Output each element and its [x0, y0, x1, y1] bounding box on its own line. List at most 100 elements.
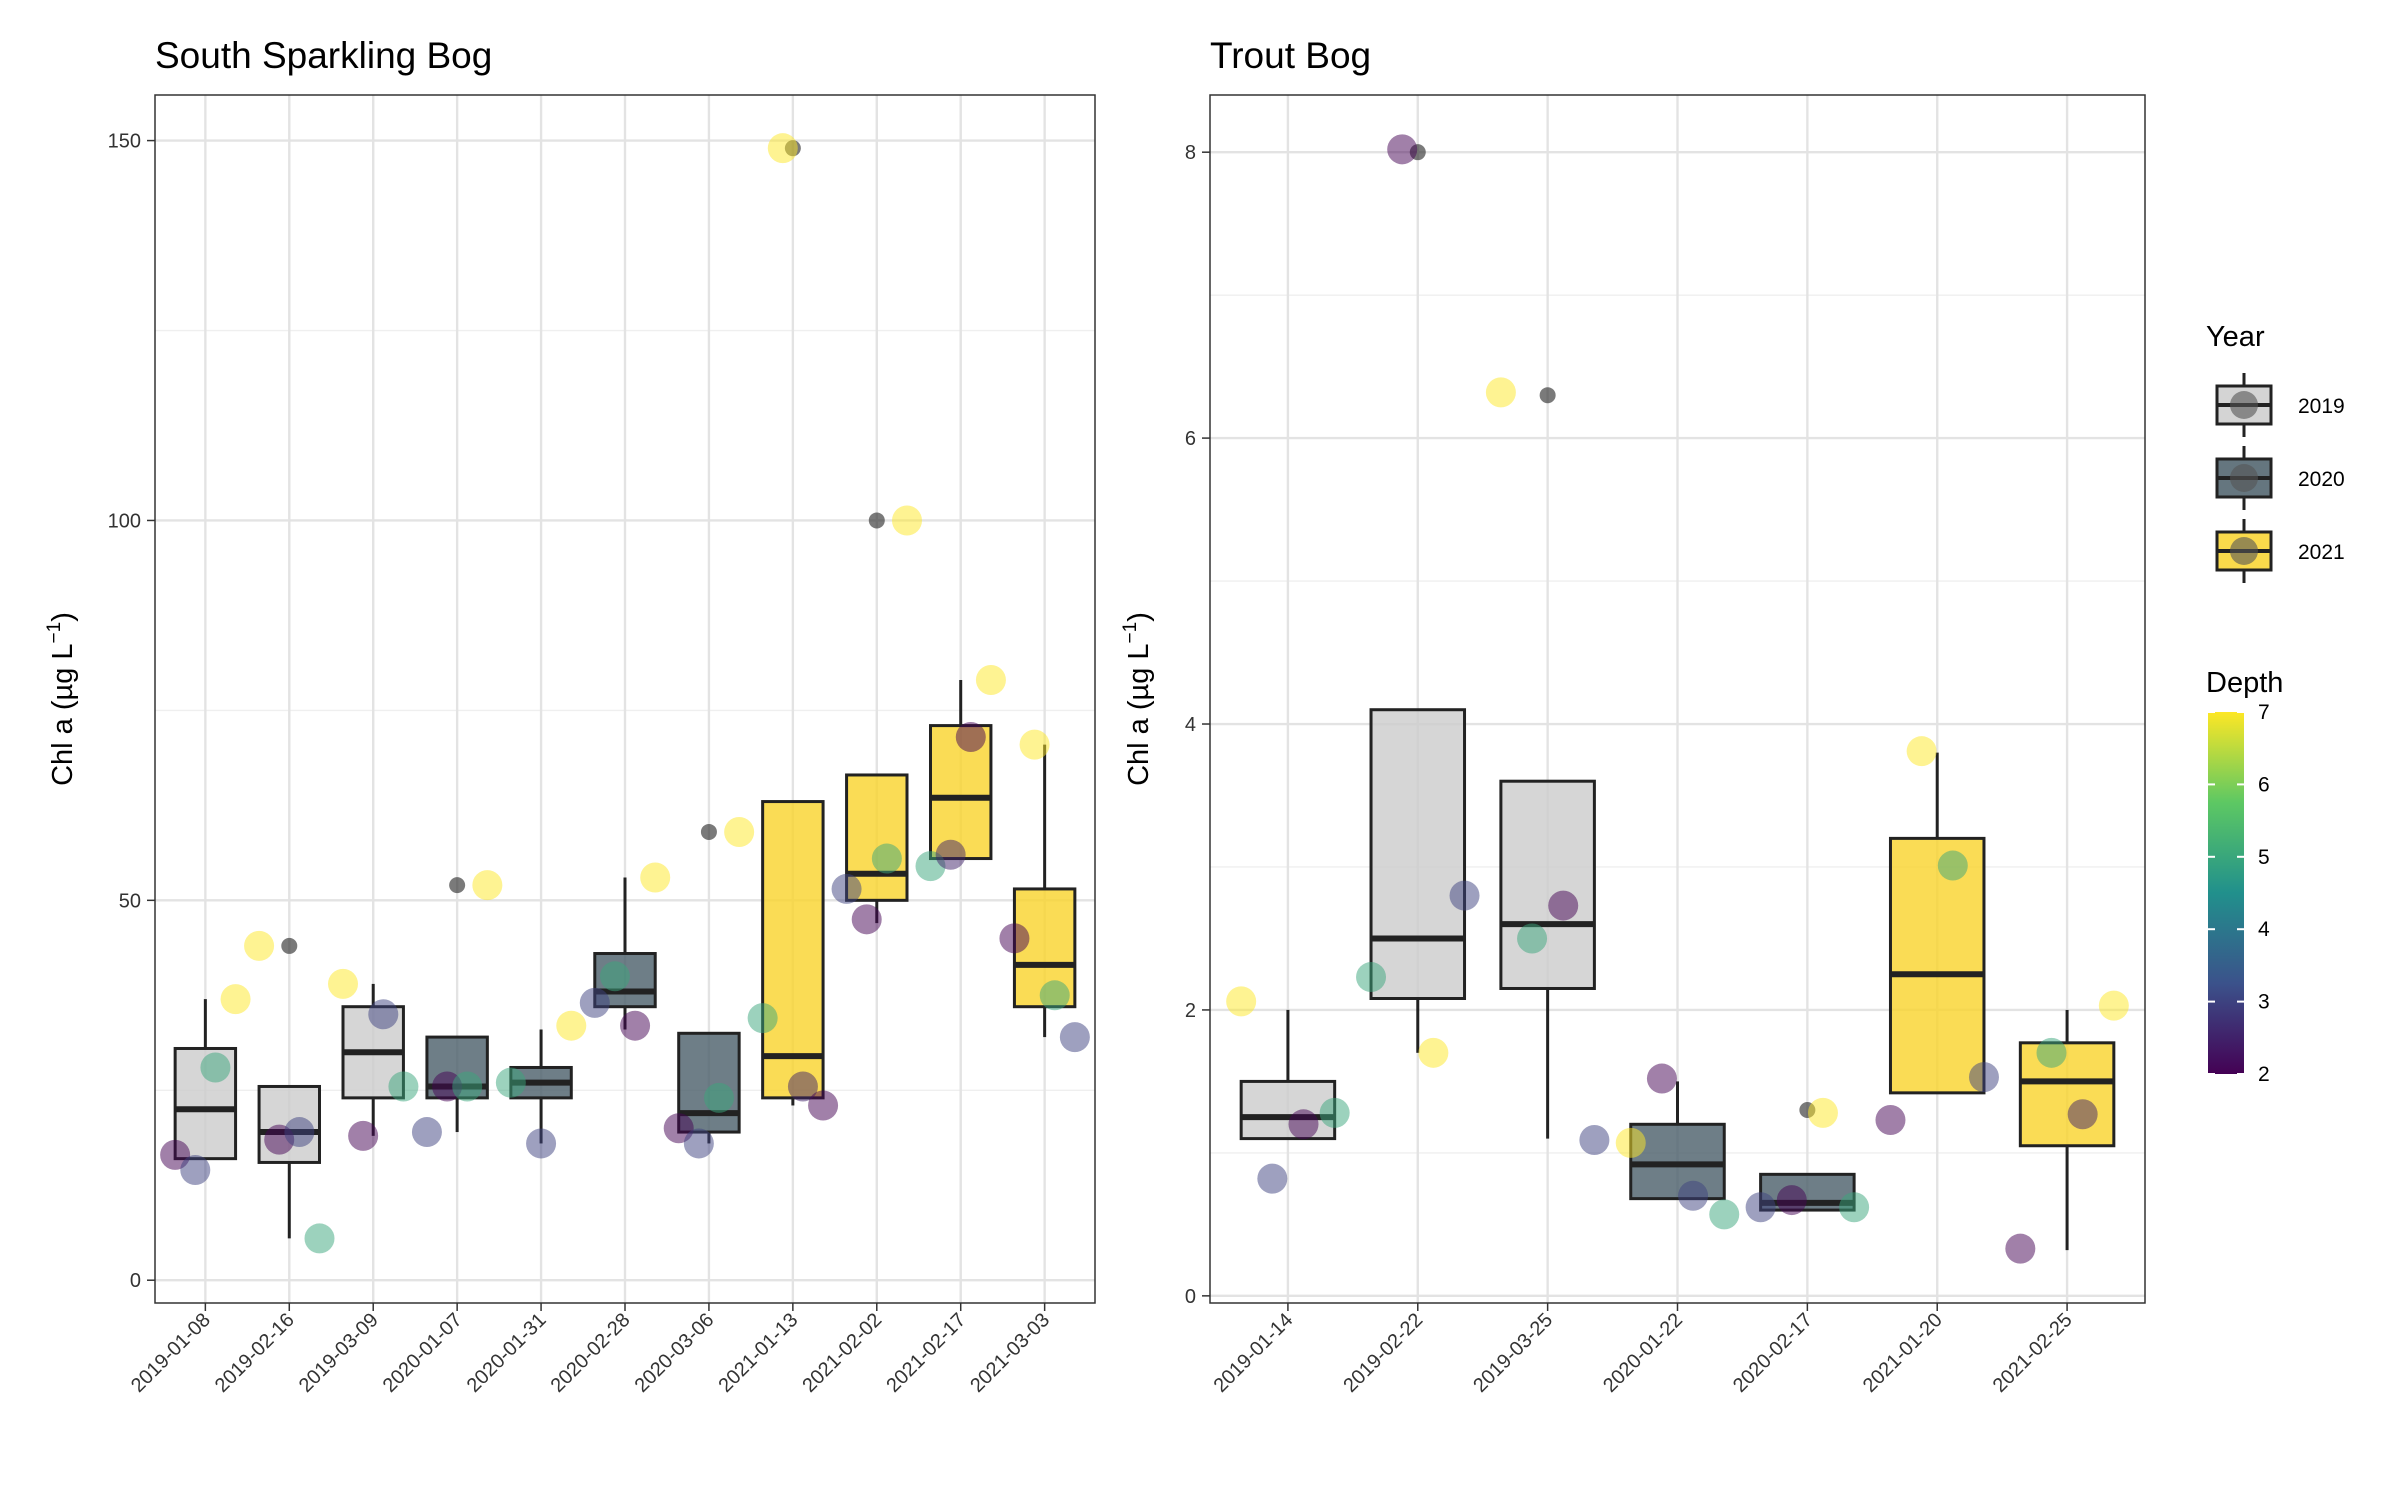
- x-tick-label: 2021-01-13: [714, 1309, 802, 1397]
- data-point: [955, 721, 986, 752]
- data-point: [1356, 962, 1387, 993]
- y-axis-label: Chl a (µg L−1): [1120, 612, 1155, 786]
- data-point: [871, 843, 902, 874]
- x-tick-label: 2021-03-03: [966, 1309, 1054, 1397]
- legend-label-year: 2019: [2298, 395, 2345, 418]
- data-point: [1019, 729, 1050, 760]
- x-tick-label: 2020-02-28: [547, 1309, 635, 1397]
- data-point: [388, 1071, 419, 1102]
- data-point: [1548, 890, 1579, 921]
- data-point: [328, 968, 358, 999]
- legend: Year 2019 2020 2021 Depth 2 3 4 5 6 7: [2206, 321, 2345, 1086]
- x-tick-label: 2019-03-25: [1469, 1309, 1557, 1397]
- chart-marks: [1226, 134, 2129, 1264]
- legend-title-year: Year: [2206, 321, 2265, 353]
- box-rect: [1369, 708, 1467, 1000]
- x-tick-label: 2021-02-02: [798, 1309, 886, 1397]
- data-point: [1485, 377, 1516, 408]
- colorbar-tick-label: 4: [2258, 918, 2270, 941]
- data-point: [556, 1010, 587, 1041]
- data-point: [1906, 736, 1937, 767]
- x-tick-label: 2021-02-17: [882, 1309, 970, 1397]
- data-point: [599, 961, 630, 992]
- data-point: [1418, 1037, 1449, 1068]
- outlier-point: [700, 823, 717, 840]
- x-tick-label: 2020-01-07: [379, 1309, 467, 1397]
- data-point: [975, 665, 1006, 696]
- outlier-point: [1539, 387, 1556, 404]
- y-tick-label: 2: [1185, 1000, 1196, 1022]
- y-tick-label: 100: [108, 510, 141, 532]
- data-point: [1709, 1199, 1740, 1230]
- y-axis: 0 50 100 150: [108, 131, 155, 1292]
- data-point: [244, 930, 275, 961]
- data-point: [1039, 980, 1070, 1011]
- y-tick-label: 0: [1185, 1286, 1196, 1308]
- data-point: [683, 1128, 714, 1159]
- y-axis-label: Chl a (µg L−1): [44, 612, 79, 786]
- data-point: [2005, 1233, 2036, 1264]
- data-point: [1839, 1192, 1870, 1223]
- data-point: [1776, 1185, 1807, 1216]
- outlier-point: [281, 937, 298, 954]
- x-tick-label: 2021-02-25: [1989, 1309, 2077, 1397]
- data-point: [1226, 986, 1257, 1017]
- data-point: [495, 1067, 526, 1098]
- data-point: [1059, 1022, 1090, 1053]
- depth-colorbar-ticks: 2 3 4 5 6 7: [2208, 701, 2270, 1086]
- box-rect: [1239, 1079, 1337, 1141]
- y-axis: 0 2 4 6 8: [1185, 142, 1210, 1308]
- legend-label-year: 2020: [2298, 468, 2345, 491]
- data-point: [1288, 1109, 1319, 1140]
- data-point: [1387, 134, 1418, 165]
- data-point: [2036, 1037, 2067, 1068]
- data-point: [1875, 1105, 1906, 1136]
- x-tick-label: 2019-03-09: [295, 1309, 383, 1397]
- x-axis: 2019-01-14 2019-02-22 2019-03-25 2020-01-22…: [1210, 1303, 2077, 1397]
- colorbar-tick-label: 3: [2258, 991, 2270, 1014]
- x-axis: 2019-01-082019-02-162019-03-092020-01-07…: [127, 1303, 1054, 1397]
- box-rect: [1888, 836, 1986, 1095]
- outlier-point: [868, 512, 885, 529]
- colorbar-tick-label: 7: [2258, 701, 2270, 724]
- data-point: [452, 1071, 483, 1102]
- y-tick-label: 8: [1185, 142, 1196, 164]
- data-point: [1678, 1180, 1709, 1211]
- y-tick-label: 150: [108, 131, 141, 153]
- legend-key-point: [2230, 537, 2258, 565]
- x-tick-label: 2019-01-14: [1210, 1309, 1298, 1397]
- colorbar-tick-label: 5: [2258, 846, 2270, 869]
- x-tick-label: 2020-03-06: [631, 1309, 719, 1397]
- data-point: [2067, 1099, 2098, 1130]
- legend-key-point: [2230, 464, 2258, 492]
- data-point: [747, 1003, 778, 1034]
- box-rect: [761, 800, 825, 1100]
- ylabel-exp: −1: [1120, 622, 1141, 644]
- data-point: [284, 1117, 315, 1148]
- data-point: [851, 904, 882, 935]
- x-tick-label: 2020-02-17: [1729, 1309, 1817, 1397]
- outlier-point: [449, 877, 466, 894]
- panel-south-sparkling-bog: South Sparkling Bog 0 50 100 150 2019-01-08…: [44, 35, 1096, 1397]
- data-point: [1257, 1163, 1288, 1194]
- x-tick-label: 2019-02-16: [211, 1309, 299, 1397]
- panel-title: Trout Bog: [1210, 35, 1371, 76]
- data-point: [526, 1128, 557, 1159]
- data-point: [579, 987, 610, 1018]
- ylabel-main: Chl a (µg L: [1123, 643, 1155, 785]
- box-rect: [2018, 1041, 2116, 1148]
- y-tick-label: 4: [1185, 714, 1196, 736]
- data-point: [640, 862, 671, 893]
- data-point: [200, 1052, 231, 1083]
- data-point: [620, 1010, 651, 1041]
- data-point: [1449, 880, 1480, 911]
- ylabel-close: ): [1123, 612, 1155, 622]
- data-point: [1579, 1125, 1610, 1156]
- x-tick-label: 2021-01-20: [1859, 1309, 1947, 1397]
- data-point: [220, 984, 251, 1015]
- data-point: [808, 1090, 839, 1121]
- box-rect: [1499, 779, 1596, 990]
- data-point: [1745, 1192, 1776, 1223]
